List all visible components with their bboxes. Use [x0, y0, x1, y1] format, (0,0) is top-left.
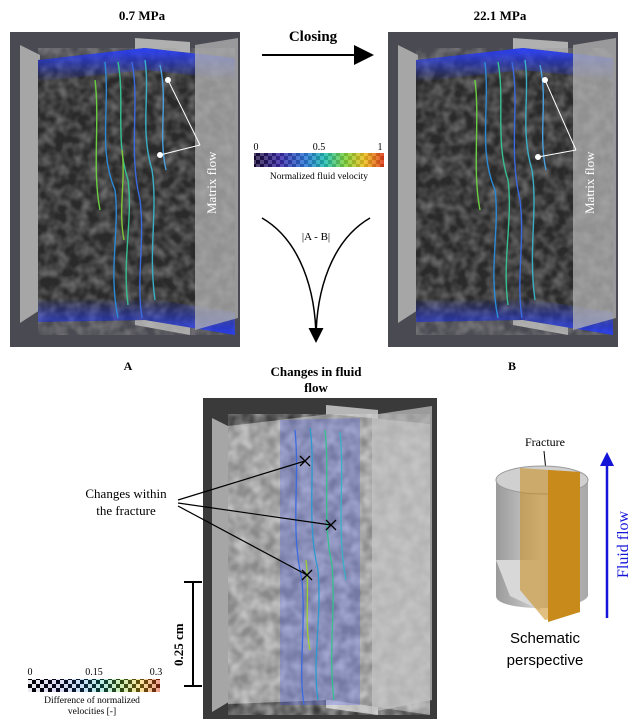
difference-tick-mid: 0.15 [85, 667, 103, 678]
panel-a-pressure: 0.7 MPa [119, 8, 166, 23]
difference-tick-0: 0 [28, 667, 33, 678]
closing-label: Closing [289, 29, 338, 45]
panel-a-texture [38, 48, 235, 335]
panel-a: 0.7 MPa Matrix flow A [10, 8, 240, 373]
panel-b-pressure: 22.1 MPa [474, 8, 527, 23]
changes-pointer-lines [177, 460, 332, 576]
fluid-flow-indicator: Fluid flow [600, 452, 628, 618]
schematic-caption-line1: Schematic [510, 630, 581, 647]
difference-tick-max: 0.3 [150, 667, 163, 678]
panel-a-outflow-band [38, 298, 235, 335]
schematic-fracture-plane [548, 470, 580, 622]
velocity-colorbar-caption: Normalized fluid velocity [270, 171, 368, 182]
difference-colorbar: 0 0.15 0.3 Difference of normalized velo… [28, 667, 163, 717]
changes-side-plane [212, 418, 232, 712]
panel-b-side-plane [398, 45, 418, 323]
difference-label: |A - B| [302, 231, 330, 243]
panel-a-label: A [124, 359, 133, 373]
panel-b-outflow-band [416, 298, 613, 335]
changes-flow-paths [294, 427, 347, 706]
schematic-caption-line2: perspective [507, 652, 584, 669]
changes-title-line2: flow [304, 380, 328, 395]
changes-fracture-zone [280, 418, 360, 705]
panel-b-matrix-flow-pointer [535, 77, 577, 160]
changes-title-line1: Changes in fluid [270, 364, 362, 379]
fluid-flow-arrow-head [600, 452, 614, 466]
panel-b-front-plane [573, 38, 616, 330]
panel-a-front-plane [195, 38, 238, 330]
changes-annotation: Changes within the fracture [85, 460, 332, 576]
panel-b-inflow-band [416, 48, 613, 82]
fluid-flow-label: Fluid flow [615, 510, 628, 578]
difference-caption-line2: velocities [-] [68, 707, 116, 717]
velocity-colorbar: 0 0.5 1 Normalized fluid velocity [254, 142, 384, 182]
changes-title: Changes in fluid flow [270, 364, 362, 395]
velocity-tick-0: 0 [254, 142, 259, 153]
panel-b-texture [416, 48, 613, 335]
panel-a-matrix-flow-label: Matrix flow [204, 151, 219, 214]
panel-b-matrix-flow-label: Matrix flow [582, 151, 597, 214]
closing-arrow-group: Closing [262, 29, 374, 65]
schematic-fracture-label: Fracture [525, 435, 565, 449]
changes-annotation-line2: the fracture [96, 503, 156, 518]
difference-colorbar-gradient [28, 679, 160, 692]
changes-front-plane [372, 406, 432, 712]
difference-arrows: |A - B| [261, 217, 371, 343]
panel-a-matrix-flow-pointer [157, 77, 201, 158]
difference-caption-line1: Difference of normalized [44, 695, 140, 706]
changes-panel [203, 398, 437, 719]
velocity-tick-max: 1 [378, 142, 383, 153]
panel-b-label: B [508, 359, 516, 373]
changes-annotation-line1: Changes within [85, 486, 167, 501]
panel-a-side-plane [20, 45, 40, 323]
panel-a-inflow-band [38, 48, 235, 82]
velocity-colorbar-gradient [254, 153, 384, 167]
panel-b-flow-paths [474, 59, 547, 319]
velocity-tick-mid: 0.5 [313, 142, 326, 153]
schematic: Fracture Schematic perspective [495, 435, 589, 669]
scale-bar: 0.25 cm [171, 581, 202, 687]
panel-b: 22.1 MPa Matrix flow B [388, 8, 618, 373]
scale-bar-label: 0.25 cm [171, 623, 186, 666]
panel-a-flow-paths [94, 59, 167, 319]
